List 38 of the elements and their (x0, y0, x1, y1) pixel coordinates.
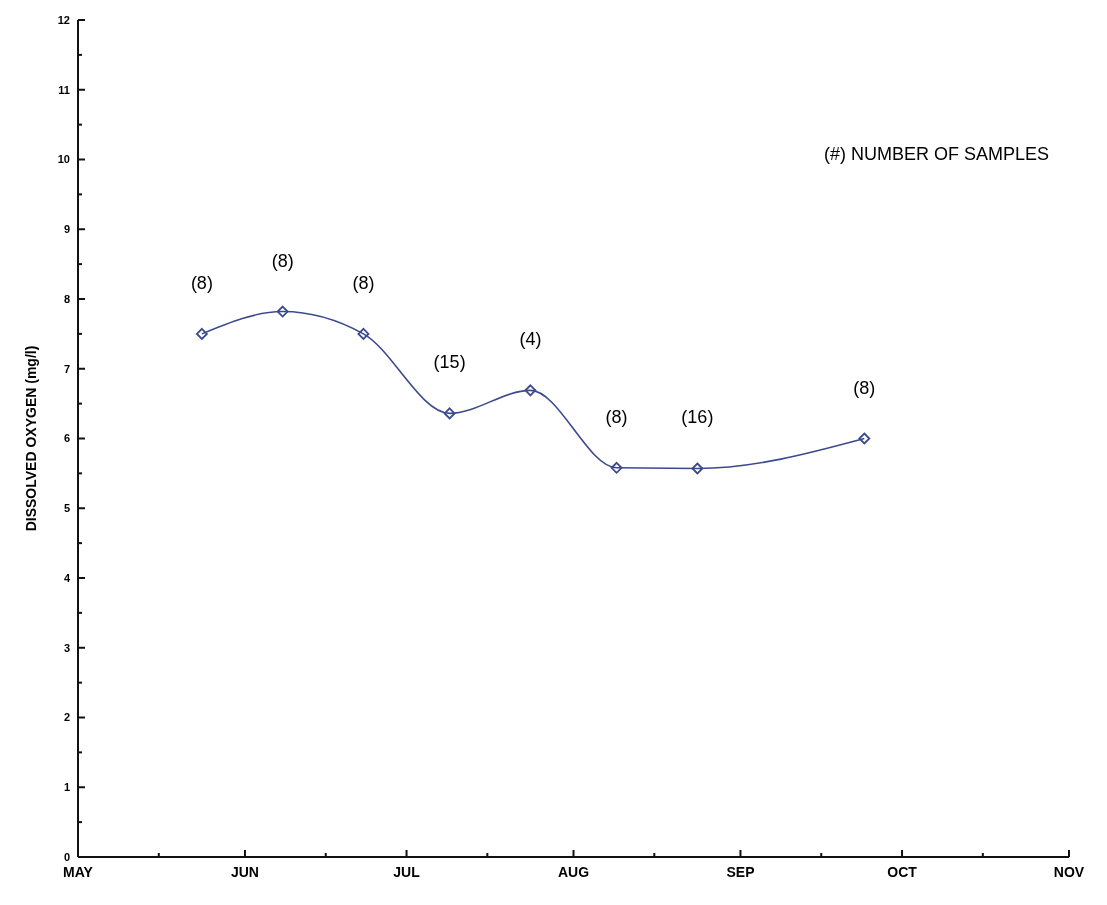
x-tick-label: MAY (63, 864, 94, 880)
y-tick-label: 0 (63, 850, 70, 863)
y-tick-label: 6 (63, 432, 70, 445)
annotation: (4) (519, 329, 542, 350)
point (691, 462, 704, 475)
point (524, 384, 537, 397)
y-tick-label: 1 (63, 781, 70, 794)
y-tick-label: 11 (58, 83, 70, 96)
x-tick-label: OCT (887, 864, 918, 880)
annotation: (8) (271, 250, 294, 271)
point (443, 407, 456, 420)
y-tick-label: 4 (63, 571, 71, 584)
point (276, 305, 289, 318)
point (858, 432, 871, 445)
point (357, 327, 370, 340)
annotation: (15) (433, 352, 466, 373)
y-tick-label: 5 (63, 502, 70, 515)
y-tick-label: 3 (63, 641, 70, 654)
point (195, 327, 208, 340)
annotation: (8) (352, 272, 375, 293)
annotation: (8) (190, 272, 213, 293)
y-tick-label: 12 (57, 13, 70, 26)
x-tick-label: NOV (1053, 864, 1085, 880)
y-axis-title: DISSOLVED OXYGEN (mg/l) (23, 345, 39, 532)
point (610, 461, 623, 474)
y-tick-label: 2 (63, 711, 70, 724)
x-tick-label: JUL (393, 864, 421, 880)
y-tick-label: 8 (63, 292, 70, 305)
x-tick-label: AUG (557, 864, 590, 880)
annotation: (8) (605, 406, 628, 427)
annotation: (16) (681, 407, 714, 428)
annotation: (#) NUMBER OF SAMPLES (823, 143, 1049, 164)
y-tick-label: 9 (63, 223, 70, 236)
y-tick-label: 10 (57, 153, 70, 166)
x-tick-label: SEP (726, 864, 755, 880)
annotation: (8) (853, 377, 876, 398)
x-tick-label: JUN (230, 864, 259, 880)
y-tick-label: 7 (63, 362, 70, 375)
